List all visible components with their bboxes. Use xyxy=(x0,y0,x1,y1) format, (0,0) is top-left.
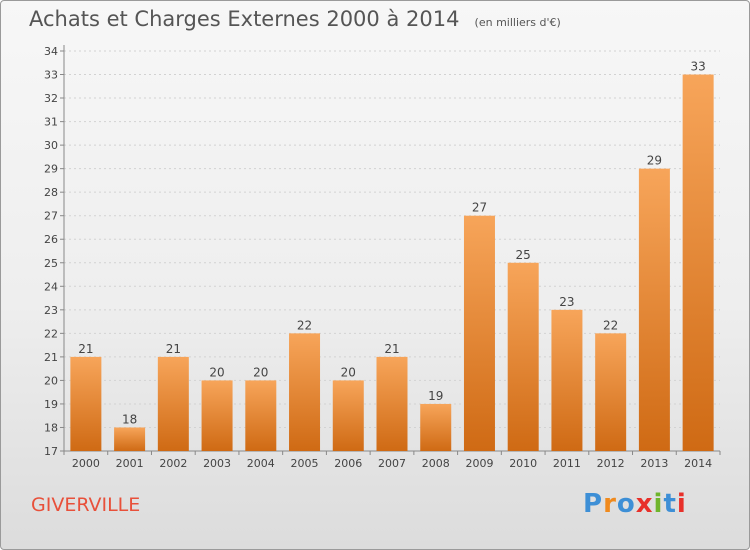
y-tick-label: 25 xyxy=(44,257,58,270)
data-label: 29 xyxy=(647,154,662,168)
x-tick-label: 2003 xyxy=(203,457,231,470)
logo-letter: r xyxy=(603,489,617,519)
y-tick-label: 29 xyxy=(44,163,58,176)
x-tick-label: 2000 xyxy=(72,457,100,470)
bar xyxy=(507,262,539,451)
data-label: 27 xyxy=(472,201,487,215)
y-tick-label: 34 xyxy=(44,45,58,58)
logo-letter: P xyxy=(583,489,604,519)
x-tick-label: 2005 xyxy=(291,457,319,470)
x-tick-label: 2002 xyxy=(159,457,187,470)
bar xyxy=(114,427,146,451)
y-tick-label: 23 xyxy=(44,304,58,317)
y-tick-label: 30 xyxy=(44,139,58,152)
y-tick-label: 18 xyxy=(44,421,58,434)
place-name: GIVERVILLE xyxy=(31,494,141,516)
data-label: 20 xyxy=(209,365,224,379)
x-tick-label: 2013 xyxy=(640,457,668,470)
x-tick-label: 2004 xyxy=(247,457,275,470)
data-label: 21 xyxy=(166,342,181,356)
y-tick-label: 33 xyxy=(44,69,58,82)
logo-letter: i xyxy=(653,489,664,519)
y-tick-label: 24 xyxy=(44,280,58,293)
x-tick-label: 2008 xyxy=(422,457,450,470)
y-tick-label: 20 xyxy=(44,374,58,387)
x-tick-label: 2006 xyxy=(334,457,362,470)
y-tick-label: 21 xyxy=(44,351,58,364)
title-bar: Achats et Charges Externes 2000 à 2014 (… xyxy=(29,7,561,31)
data-label: 20 xyxy=(341,365,356,379)
y-tick-label: 32 xyxy=(44,92,58,105)
data-label: 22 xyxy=(603,318,618,332)
data-label: 21 xyxy=(384,342,399,356)
data-label: 21 xyxy=(78,342,93,356)
x-tick-label: 2009 xyxy=(465,457,493,470)
data-label: 22 xyxy=(297,318,312,332)
y-tick-label: 31 xyxy=(44,116,58,129)
bar xyxy=(157,356,189,451)
logo-letter: t xyxy=(663,489,677,519)
data-label: 33 xyxy=(690,60,705,74)
bar xyxy=(595,333,627,451)
chart-unit: (en milliers d'€) xyxy=(474,16,561,29)
data-label: 20 xyxy=(253,365,268,379)
data-label: 18 xyxy=(122,412,137,426)
data-label: 25 xyxy=(516,248,531,262)
label-layer: 21 2000 18 2001 21 2002 20 2003 20 2004 22 2005 20 20… xyxy=(72,60,712,470)
data-label: 19 xyxy=(428,389,443,403)
x-tick-label: 2001 xyxy=(116,457,144,470)
bar xyxy=(70,356,102,451)
bar xyxy=(638,168,670,451)
x-tick-label: 2012 xyxy=(597,457,625,470)
bar xyxy=(551,309,583,451)
logo-letter: o xyxy=(616,489,636,519)
bar xyxy=(245,380,277,451)
y-tick-label: 28 xyxy=(44,186,58,199)
x-tick-label: 2010 xyxy=(509,457,537,470)
y-tick-label: 19 xyxy=(44,398,58,411)
proxiti-logo: Proxiti xyxy=(583,489,687,519)
data-label: 23 xyxy=(559,295,574,309)
x-tick-label: 2014 xyxy=(684,457,712,470)
y-tick-label: 22 xyxy=(44,327,58,340)
bar xyxy=(289,333,321,451)
logo-letter: i xyxy=(676,489,687,519)
bar xyxy=(682,74,714,451)
bar xyxy=(201,380,233,451)
y-tick-label: 27 xyxy=(44,210,58,223)
bar xyxy=(463,215,495,451)
bar xyxy=(376,356,408,451)
y-tick-label: 17 xyxy=(44,445,58,458)
bar xyxy=(332,380,364,451)
logo-letter: x xyxy=(635,489,654,519)
chart-title: Achats et Charges Externes 2000 à 2014 xyxy=(29,7,460,31)
x-tick-label: 2007 xyxy=(378,457,406,470)
bar-layer xyxy=(70,74,714,451)
y-tick-label: 26 xyxy=(44,233,58,246)
bar xyxy=(420,403,452,451)
x-tick-label: 2011 xyxy=(553,457,581,470)
